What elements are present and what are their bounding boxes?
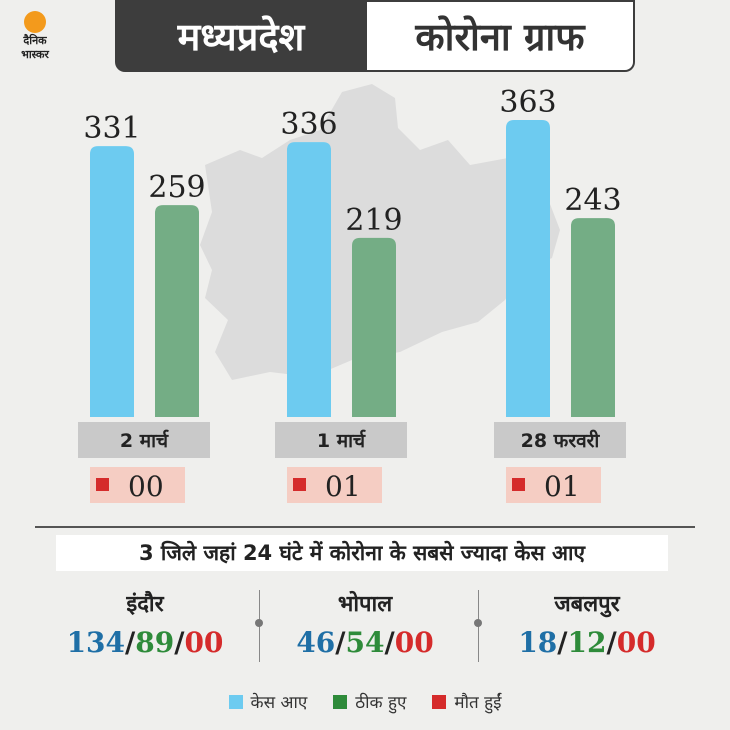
category-label: 1 मार्च <box>317 429 366 452</box>
bar-cases <box>506 120 550 417</box>
district-name: इंदौर <box>126 592 164 617</box>
district-recovered: 54 <box>345 626 385 659</box>
bar-cases <box>287 142 331 417</box>
legend-label: केस आए <box>250 693 308 713</box>
legend-swatch <box>228 694 243 709</box>
value-label-cases: 331 <box>83 111 140 146</box>
district-stats: 18/12/00 <box>518 626 656 659</box>
deaths-square-icon <box>293 478 306 491</box>
bar-recovered <box>352 237 396 417</box>
legend-item-cases: केस आए <box>228 690 308 713</box>
separator-dot <box>255 619 263 627</box>
value-label-recovered: 243 <box>564 183 621 218</box>
districts-heading: 3 जिले जहां 24 घंटे में कोरोना के सबसे ज… <box>56 535 668 571</box>
legend-item-recovered: ठीक हुए <box>333 690 406 713</box>
bar-cases <box>90 146 134 417</box>
deaths-square-icon <box>96 478 109 491</box>
value-label-cases: 363 <box>499 85 556 120</box>
legend-swatch <box>333 694 348 709</box>
section-divider <box>35 526 695 528</box>
deaths-value: 01 <box>325 470 361 503</box>
legend-label: मौत हुईं <box>454 693 502 713</box>
district-name: जबलपुर <box>554 592 620 617</box>
title-state: मध्यप्रदेश <box>115 0 367 72</box>
district-cases: 134 <box>66 626 126 659</box>
title-topic: कोरोना ग्राफ <box>367 0 635 72</box>
deaths-square-icon <box>512 478 525 491</box>
bar-recovered <box>155 205 199 417</box>
legend: केस आए ठीक हुए मौत हुईं <box>0 690 730 713</box>
district-deaths: 00 <box>616 626 656 659</box>
logo-line1: दैनिक <box>22 33 47 47</box>
district-cases: 18 <box>518 626 558 659</box>
category-label-box <box>494 422 626 458</box>
dainik-bhaskar-logo: दैनिक भास्कर <box>8 6 62 62</box>
district-stats: 134/89/00 <box>66 626 224 659</box>
value-label-recovered: 259 <box>148 170 205 205</box>
district-deaths: 00 <box>184 626 224 659</box>
legend-item-deaths: मौत हुईं <box>432 690 501 713</box>
logo-line2: भास्कर <box>21 48 49 61</box>
category-label-box <box>275 422 407 458</box>
legend-swatch <box>432 694 447 709</box>
district-bhopal: भोपाल 46/54/00 <box>270 588 460 659</box>
district-jabalpur: जबलपुर 18/12/00 <box>492 588 682 659</box>
category-label: 28 फरवरी <box>521 429 601 452</box>
separator-dot <box>474 619 482 627</box>
district-name: भोपाल <box>337 592 393 617</box>
value-label-recovered: 219 <box>345 203 402 238</box>
bar-recovered <box>571 218 615 417</box>
district-deaths: 00 <box>394 626 434 659</box>
category-label-box <box>78 422 210 458</box>
title-banner: मध्यप्रदेश कोरोना ग्राफ <box>115 0 635 72</box>
deaths-value: 01 <box>544 470 580 503</box>
value-label-cases: 336 <box>280 107 337 142</box>
district-stats: 46/54/00 <box>296 626 434 659</box>
category-label: 2 मार्च <box>120 429 169 452</box>
district-indore: इंदौर 134/89/00 <box>50 588 240 659</box>
legend-label: ठीक हुए <box>355 693 407 713</box>
district-recovered: 12 <box>567 626 607 659</box>
deaths-value: 00 <box>128 470 164 503</box>
district-cases: 46 <box>296 626 336 659</box>
district-recovered: 89 <box>135 626 175 659</box>
